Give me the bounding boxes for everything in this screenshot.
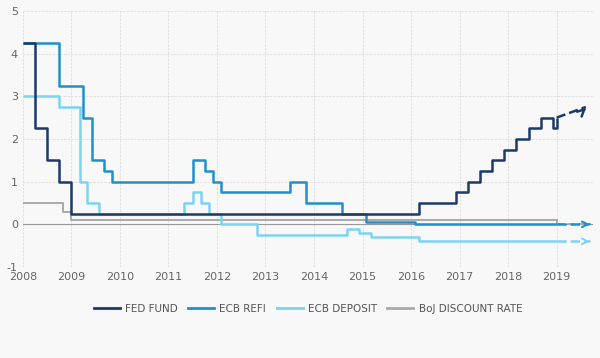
Legend: FED FUND, ECB REFI, ECB DEPOSIT, BoJ DISCOUNT RATE: FED FUND, ECB REFI, ECB DEPOSIT, BoJ DIS… [89,300,526,318]
